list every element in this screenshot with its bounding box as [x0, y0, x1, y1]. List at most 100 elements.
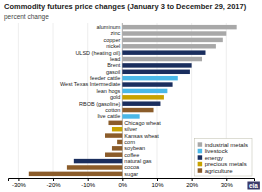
- category-label: zinc: [111, 30, 121, 36]
- category-label: Chicago wheat: [124, 120, 161, 126]
- legend-label: agriculture: [205, 168, 234, 174]
- category-label: West Texas Intermediate: [60, 81, 120, 87]
- bar: [122, 70, 190, 74]
- legend-label: energy: [205, 155, 223, 161]
- legend: industrial metalslivestockenergyprecious…: [195, 139, 252, 177]
- bar: [122, 57, 202, 61]
- bar-series: [74, 50, 206, 163]
- x-axis: -30% -20% -10% 0% 10% 20% 30%: [9, 178, 255, 188]
- tick: 30%: [221, 178, 234, 188]
- bar: [29, 172, 123, 176]
- tick: 0%: [119, 178, 128, 188]
- legend-label: livestock: [205, 148, 229, 154]
- bar: [67, 165, 122, 169]
- annotation-group: eia: [247, 182, 259, 190]
- category-label: silver: [124, 126, 137, 132]
- bar-series: [122, 76, 177, 119]
- bar: [117, 140, 122, 144]
- plot: aluminumzinccoppernickelULSD (heating oi…: [9, 23, 255, 188]
- legend-swatch: [198, 162, 203, 167]
- bar: [112, 127, 122, 131]
- category-label: natural gas: [124, 158, 151, 164]
- tick-mark: [157, 178, 158, 181]
- bar: [74, 159, 123, 163]
- legend-swatch: [198, 168, 203, 173]
- bar: [122, 31, 226, 35]
- title: Commodity futures price changes (January…: [4, 2, 247, 11]
- bar: [122, 108, 153, 112]
- tick-label: 20%: [186, 182, 199, 188]
- category-label: live cattle: [97, 113, 120, 119]
- category-label: sugar: [124, 171, 138, 177]
- category-label: ULSD (heating oil): [75, 50, 120, 56]
- tick-label: -20%: [47, 182, 62, 188]
- legend-label: precious metals: [205, 161, 247, 167]
- tick-mark: [18, 178, 19, 181]
- category-label: cotton: [105, 107, 120, 113]
- legend-label: industrial metals: [205, 142, 248, 148]
- annotation: eia: [249, 182, 258, 189]
- bars: [29, 25, 237, 176]
- category-label: corn: [124, 139, 135, 145]
- tick-mark: [122, 178, 123, 181]
- category-label: cocoa: [124, 164, 140, 170]
- bar: [108, 121, 122, 125]
- category-label: coffee: [124, 152, 139, 158]
- tick-label: 10%: [151, 182, 164, 188]
- bar: [122, 89, 167, 93]
- category-label: Brent: [107, 62, 121, 68]
- bar-series: [122, 25, 236, 61]
- grid-line: [53, 23, 54, 178]
- chart: Commodity futures price changes (January…: [0, 0, 262, 192]
- bar: [122, 101, 160, 105]
- category-label: gasoil: [106, 69, 120, 75]
- bar: [122, 76, 177, 80]
- category-label: copper: [104, 37, 121, 43]
- legend-box: [195, 139, 252, 177]
- tick-mark: [226, 178, 227, 181]
- tick-label: 0%: [119, 182, 128, 188]
- axis-line: [9, 179, 255, 182]
- tick-mark: [192, 178, 193, 181]
- axis-label: percent change: [4, 13, 49, 21]
- bar: [105, 152, 122, 156]
- bar: [122, 25, 236, 29]
- bar: [122, 63, 191, 67]
- tick: -30%: [12, 178, 27, 188]
- tick-label: -30%: [12, 182, 27, 188]
- category-label: aluminum: [96, 24, 120, 30]
- chart-container: Commodity futures price changes (January…: [0, 0, 262, 192]
- bar: [122, 114, 139, 118]
- bar: [122, 50, 205, 54]
- annotation-box: [247, 182, 259, 190]
- tick: -20%: [47, 178, 62, 188]
- bar: [122, 82, 172, 86]
- title-line: Commodity futures price changes (January…: [4, 2, 247, 11]
- bar: [105, 133, 122, 137]
- category-label: soybean: [124, 145, 145, 151]
- tick-mark: [53, 178, 54, 181]
- category-label: lead: [110, 56, 120, 62]
- category-label: lean hogs: [96, 88, 120, 94]
- category-label: Kansas wheat: [124, 133, 159, 139]
- legend-swatch: [198, 142, 203, 147]
- tick: 20%: [186, 178, 199, 188]
- legend-swatch: [198, 155, 203, 160]
- category-label: RBOB (gasoline): [79, 101, 120, 107]
- tick-label: 30%: [221, 182, 234, 188]
- bar: [122, 95, 164, 99]
- tick-mark: [88, 178, 89, 181]
- category-label: nickel: [106, 43, 120, 49]
- bar: [112, 146, 122, 150]
- tick: -10%: [81, 178, 96, 188]
- legend-swatch: [198, 149, 203, 154]
- tick: 10%: [151, 178, 164, 188]
- category-label: feeder cattle: [90, 75, 120, 81]
- tick-label: -10%: [81, 182, 96, 188]
- bar-series: [29, 108, 154, 176]
- grid-line: [18, 23, 19, 178]
- bar: [122, 44, 216, 48]
- bar: [122, 38, 222, 42]
- category-label: gold: [110, 94, 120, 100]
- category-labels: aluminumzinccoppernickelULSD (heating oi…: [60, 24, 161, 177]
